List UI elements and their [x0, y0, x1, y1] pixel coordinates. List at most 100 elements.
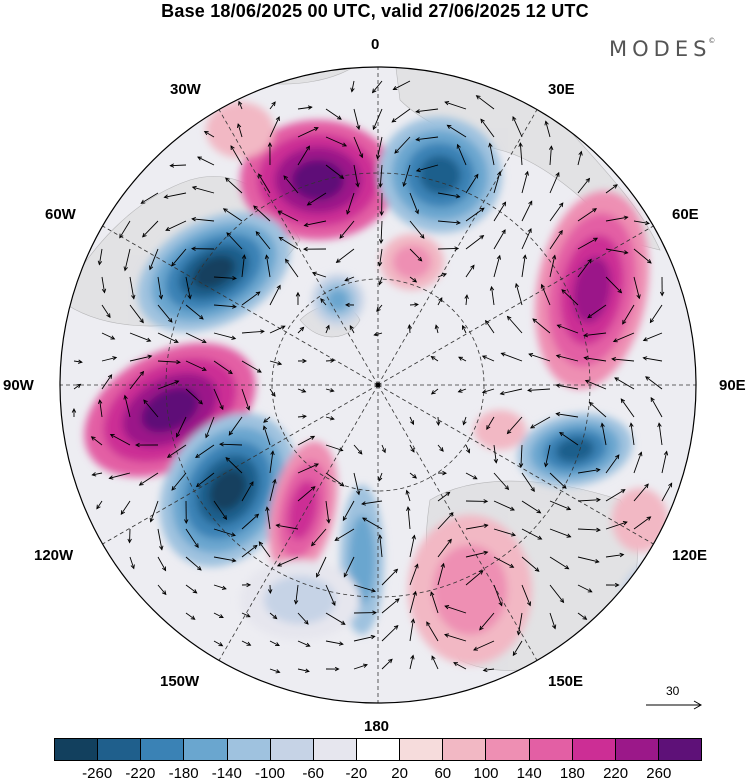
map-border	[59, 66, 697, 704]
anomaly-cell	[240, 120, 396, 240]
wind-arrow	[185, 528, 199, 549]
colorbar-tick-label: -220	[125, 765, 156, 782]
wind-arrow	[605, 489, 626, 502]
wind-arrow	[437, 246, 460, 251]
anomaly-cell	[408, 515, 532, 665]
wind-arrow	[549, 202, 564, 222]
wind-arrow	[378, 472, 383, 482]
wind-arrow	[521, 500, 542, 514]
wind-arrow	[169, 163, 187, 168]
wind-arrow	[101, 332, 116, 340]
wind-arrow	[577, 208, 598, 222]
wind-arrow	[157, 556, 167, 572]
wind-arrow	[73, 383, 82, 390]
wind-arrow	[453, 662, 467, 670]
wind-arrow	[633, 451, 643, 474]
wind-arrow	[135, 442, 159, 448]
wind-arrow	[241, 544, 258, 558]
anomaly-cell	[380, 234, 444, 290]
wind-arrow	[481, 355, 495, 362]
wind-arrow	[157, 304, 173, 323]
wind-arrow	[342, 500, 355, 522]
wind-arrow	[415, 164, 439, 173]
wind-arrow	[241, 254, 247, 278]
wind-arrow	[306, 192, 327, 206]
wind-arrow	[381, 624, 399, 642]
wind-arrow	[479, 612, 495, 631]
meridian-line	[102, 384, 379, 545]
wind-arrow	[334, 528, 355, 541]
wind-arrow	[325, 136, 348, 147]
north-pole-dot	[375, 382, 381, 388]
colorbar-segment	[356, 739, 401, 760]
wind-arrow	[267, 142, 273, 166]
wind-arrow	[253, 205, 271, 222]
wind-arrow	[633, 516, 652, 530]
wind-arrow	[588, 401, 607, 418]
label-lon-150w: 150W	[160, 673, 200, 690]
colorbar-segment	[658, 739, 702, 760]
modes-logo: MODES©	[609, 37, 715, 61]
wind-arrow	[394, 136, 411, 154]
wind-arrow	[262, 425, 271, 446]
wind-arrow	[143, 399, 159, 418]
wind-arrow	[372, 108, 383, 131]
wind-arrow	[409, 534, 416, 558]
wind-arrow	[521, 254, 527, 278]
wind-arrow	[409, 248, 423, 262]
wind-arrow	[213, 276, 237, 281]
wind-arrow	[409, 192, 419, 215]
wind-arrow	[295, 291, 301, 306]
wind-arrow	[353, 472, 361, 496]
wind-arrow	[642, 356, 663, 362]
wind-arrow	[303, 246, 327, 252]
wind-arrow	[512, 116, 523, 138]
wind-arrow	[297, 668, 310, 673]
colorbar-tick-label: 100	[473, 765, 499, 782]
wind-arrow	[258, 173, 271, 194]
wind-arrow	[430, 356, 439, 362]
wind-arrow	[120, 500, 131, 515]
colorbar-tick-label: -260	[82, 765, 113, 782]
wind-arrow	[577, 556, 600, 564]
wind-arrow	[378, 276, 383, 286]
wind-arrow	[444, 100, 467, 110]
wind-arrow	[381, 444, 386, 454]
wind-arrow	[310, 528, 327, 547]
wind-arrow	[353, 610, 377, 615]
colorbar-tick-label: 260	[646, 765, 672, 782]
wind-arrow	[409, 220, 425, 239]
wind-arrow	[140, 192, 159, 204]
wind-arrow	[171, 472, 187, 491]
wind-arrow	[129, 276, 136, 300]
graticule	[60, 67, 696, 703]
wind-arrow	[241, 640, 252, 646]
wind-arrow	[269, 450, 275, 474]
wind-arrow	[465, 550, 489, 558]
wind-arrow	[376, 304, 383, 312]
anomaly-cell	[312, 274, 364, 326]
wind-arrow	[123, 394, 131, 418]
meridian-line	[377, 384, 654, 545]
wind-arrow	[343, 556, 355, 578]
wind-arrow	[430, 591, 439, 614]
anomaly-contour	[392, 245, 432, 279]
wind-arrow	[109, 434, 131, 446]
wind-arrow	[605, 248, 629, 255]
copyright-mark: ©	[708, 37, 716, 45]
wind-arrow	[149, 248, 159, 271]
wind-arrow	[278, 236, 299, 250]
wind-arrow	[561, 289, 579, 306]
wind-arrow	[129, 370, 145, 390]
wind-arrow	[213, 584, 227, 590]
meridian-line	[377, 384, 538, 661]
wind-arrow	[649, 304, 663, 324]
wind-arrow	[325, 472, 345, 487]
wind-arrow	[528, 353, 551, 362]
wind-arrow	[275, 523, 299, 530]
wind-arrow	[486, 416, 495, 430]
wind-arrow	[108, 472, 131, 480]
wind-arrow	[577, 612, 588, 620]
wind-arrow	[91, 472, 103, 477]
wind-arrow	[431, 655, 439, 670]
